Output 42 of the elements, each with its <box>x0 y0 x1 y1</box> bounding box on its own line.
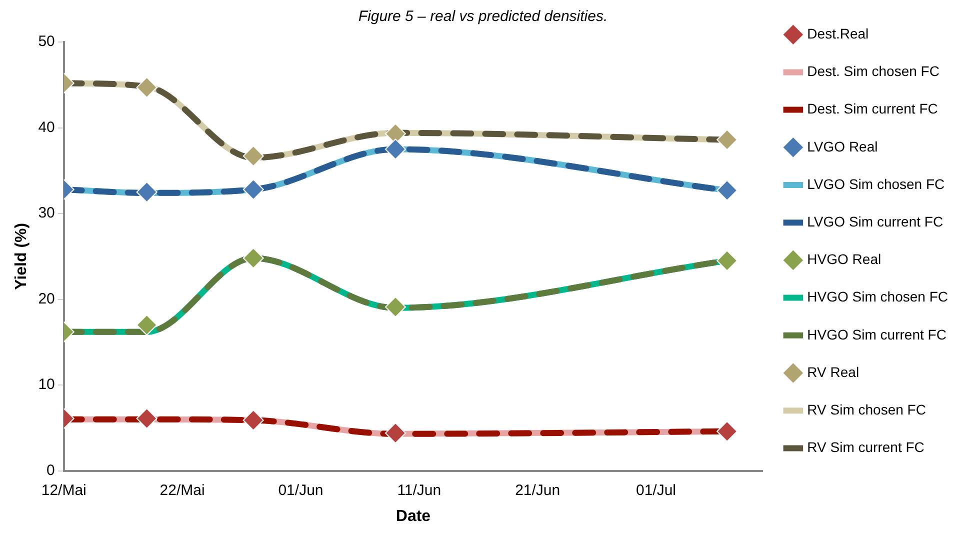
point <box>716 180 738 201</box>
y-tick-label: 10 <box>38 376 55 394</box>
x-tick-label: 12/Mai <box>41 482 86 499</box>
legend-label: LVGO Sim current FC <box>807 213 944 230</box>
y-tick-label: 40 <box>38 118 55 136</box>
legend-label: Dest. Sim current FC <box>807 100 938 117</box>
y-tick-label: 50 <box>38 33 55 50</box>
x-tick-label: 22/Mai <box>160 482 205 499</box>
point <box>716 250 738 272</box>
point <box>136 182 158 203</box>
point <box>242 179 264 200</box>
y-axis-title: Yield (%) <box>13 222 30 290</box>
legend-label: HVGO Sim current FC <box>807 326 946 342</box>
chart-title: Figure 5 – real vs predicted densities. <box>358 8 608 26</box>
point <box>716 420 738 442</box>
legend-label: Dest.Real <box>807 25 869 42</box>
point <box>384 296 406 318</box>
legend-label: LVGO Sim chosen FC <box>807 176 945 192</box>
point <box>136 76 158 98</box>
legend-label: RV Sim current FC <box>807 439 924 456</box>
point <box>384 138 406 160</box>
x-axis-title: Date <box>396 508 431 525</box>
legend-label: Dest. Sim chosen FC <box>807 63 940 80</box>
point <box>242 146 264 167</box>
x-tick-label: 01/Jun <box>278 482 324 499</box>
y-tick-label: 30 <box>38 204 55 222</box>
legend-label: RV Real <box>807 364 860 380</box>
point <box>242 248 264 269</box>
point <box>136 314 158 336</box>
y-tick-label: 20 <box>38 290 55 308</box>
legend-label: HVGO Sim chosen FC <box>807 288 948 305</box>
legend-label: HVGO Real <box>807 251 882 268</box>
point <box>716 129 738 150</box>
legend-label: RV Sim chosen FC <box>807 401 926 418</box>
point <box>136 408 158 429</box>
y-tick-label: 0 <box>46 462 55 479</box>
point <box>384 422 406 444</box>
point <box>242 410 264 431</box>
x-tick-label: 21/Jun <box>515 482 560 499</box>
x-tick-label: 11/Jun <box>397 482 442 499</box>
legend-label: LVGO Real <box>807 138 878 154</box>
x-tick-label: 01/Jul <box>636 482 676 499</box>
